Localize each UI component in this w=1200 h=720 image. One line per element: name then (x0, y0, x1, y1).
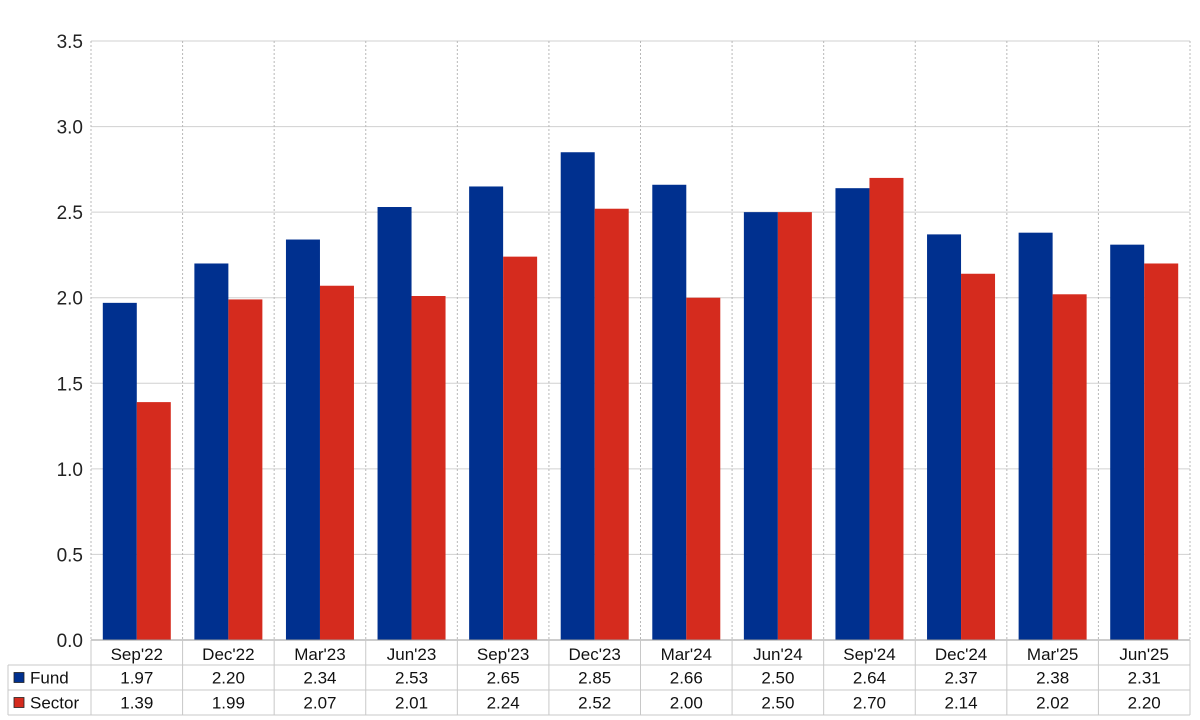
data-label: 2.52 (578, 694, 611, 713)
x-category-label: Mar'23 (294, 645, 345, 664)
bar-fund-0 (102, 302, 137, 640)
data-table: Sep'22 Dec'22 Mar'23 Jun'23 Sep'23 Dec'23 Mar'… (7, 639, 1191, 716)
bar-fund-11 (1110, 244, 1145, 640)
bar-sector-8 (869, 177, 904, 640)
y-axis: 0.0 0.5 1.0 1.5 2.0 2.5 3.0 3.5 (57, 32, 83, 652)
data-label: 2.70 (853, 694, 886, 713)
y-tick-label: 3.0 (57, 118, 83, 139)
data-label: 2.65 (487, 669, 520, 688)
data-label: 2.38 (1036, 669, 1069, 688)
bar-sector-5 (594, 208, 629, 640)
bar-fund-1 (194, 263, 229, 640)
bar-sector-2 (319, 285, 354, 640)
data-label: 2.14 (944, 694, 977, 713)
data-label: 2.00 (670, 694, 703, 713)
x-category-label: Mar'24 (661, 645, 712, 664)
bar-sector-6 (686, 297, 721, 640)
bar-sector-9 (961, 273, 996, 640)
bar-fund-9 (927, 234, 962, 641)
x-category-label: Jun'25 (1119, 645, 1169, 664)
bars (102, 152, 1179, 641)
data-label: 2.66 (670, 669, 703, 688)
y-tick-label: 0.0 (57, 631, 83, 652)
x-category-label: Sep'24 (843, 645, 895, 664)
bar-sector-7 (777, 212, 812, 640)
data-label: 2.50 (761, 694, 794, 713)
y-tick-label: 1.0 (57, 460, 83, 481)
data-label: 2.53 (395, 669, 428, 688)
legend-label-sector: Sector (30, 694, 79, 713)
bar-fund-6 (652, 184, 687, 640)
y-tick-label: 3.5 (57, 32, 83, 53)
data-label: 2.31 (1128, 669, 1161, 688)
data-label: 2.37 (944, 669, 977, 688)
bar-fund-7 (743, 212, 778, 640)
legend-label-fund: Fund (30, 669, 69, 688)
y-tick-label: 0.5 (57, 545, 83, 566)
x-category-label: Dec'22 (202, 645, 254, 664)
bar-sector-11 (1144, 263, 1179, 640)
data-label: 2.07 (303, 694, 336, 713)
data-label: 2.50 (761, 669, 794, 688)
data-label: 1.99 (212, 694, 245, 713)
bar-fund-2 (285, 239, 320, 641)
bar-fund-3 (377, 207, 412, 640)
y-tick-label: 2.5 (57, 203, 83, 224)
bar-sector-1 (228, 299, 263, 640)
bar-fund-5 (560, 152, 595, 640)
x-category-label: Jun'24 (753, 645, 803, 664)
data-label: 2.20 (1128, 694, 1161, 713)
x-category-label: Dec'23 (569, 645, 621, 664)
y-tick-label: 1.5 (57, 374, 83, 395)
x-category-label: Sep'23 (477, 645, 529, 664)
data-label: 2.64 (853, 669, 886, 688)
bar-fund-10 (1018, 232, 1053, 640)
gridlines (90, 40, 1191, 641)
x-category-label: Jun'23 (387, 645, 437, 664)
y-tick-label: 2.0 (57, 289, 83, 310)
data-label: 2.24 (487, 694, 520, 713)
bar-fund-4 (469, 186, 504, 640)
bar-sector-3 (411, 296, 446, 640)
data-label: 2.20 (212, 669, 245, 688)
data-label: 2.02 (1036, 694, 1069, 713)
data-label: 2.85 (578, 669, 611, 688)
legend-swatch-fund (13, 672, 25, 683)
bar-fund-8 (835, 188, 870, 640)
bar-sector-0 (136, 402, 171, 640)
x-category-label: Mar'25 (1027, 645, 1078, 664)
x-category-label: Sep'22 (111, 645, 163, 664)
data-label: 1.97 (120, 669, 153, 688)
bar-sector-4 (503, 256, 538, 640)
data-label: 2.01 (395, 694, 428, 713)
data-label: 2.34 (303, 669, 336, 688)
data-label: 1.39 (120, 694, 153, 713)
bar-sector-10 (1052, 294, 1087, 640)
legend-swatch-sector (13, 697, 25, 708)
x-category-label: Dec'24 (935, 645, 987, 664)
